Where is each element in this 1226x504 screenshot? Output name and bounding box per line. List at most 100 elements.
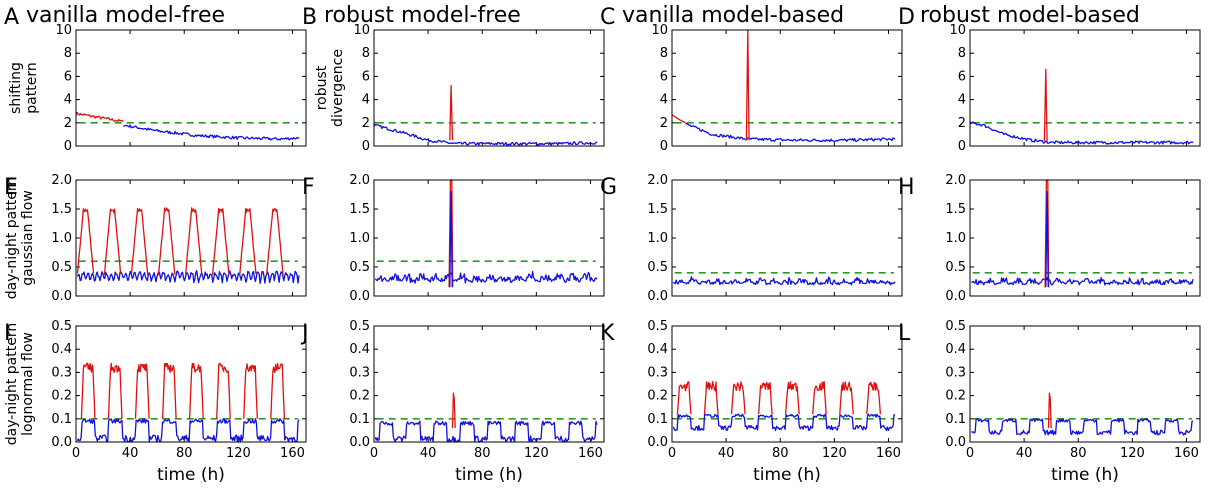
ytick-label: 1.5 (945, 202, 966, 217)
axes-frame (969, 29, 1201, 147)
panel-A: 0 2 4 6 8 10 (55, 23, 307, 154)
anomaly-series (757, 381, 773, 415)
ytick-label: 0.5 (349, 319, 370, 334)
column-title-3: vanilla model-based (622, 3, 844, 28)
xtick-label: 120 (822, 446, 847, 461)
ytick-label: 0.1 (647, 412, 668, 427)
anomaly-series (703, 381, 719, 415)
ytick-label: 0 (958, 139, 966, 154)
ytick-label: 6 (362, 69, 370, 84)
row-label-robust-divergence-line: robust (314, 65, 330, 110)
row-label-robust-divergence-line: divergence (330, 49, 346, 127)
anomaly-series (745, 29, 750, 141)
ytick-label: 10 (353, 23, 370, 38)
panel-I: 0.0 0.1 0.2 0.3 0.4 0.5 0 40 80 120 160 time (h) (51, 319, 307, 485)
xtick-label: 80 (772, 446, 789, 461)
normal-series (76, 418, 300, 443)
row-label-gaussian-line: gaussian flow (20, 190, 36, 286)
ytick-label: 0.5 (647, 319, 668, 334)
normal-series (971, 277, 1194, 286)
ytick-label: 2 (362, 116, 370, 131)
anomaly-series (134, 363, 150, 419)
panel-B: 0 2 4 6 8 10 (353, 23, 605, 154)
row-label-shifting-line: pattern (24, 62, 40, 113)
xtick-label: 80 (1070, 446, 1087, 461)
ytick-label: 1.0 (945, 231, 966, 246)
ytick-label: 0.1 (945, 412, 966, 427)
ytick-label: 4 (958, 93, 966, 108)
ytick-label: 0.4 (945, 342, 966, 357)
normal-series (969, 121, 1194, 145)
anomaly-series (239, 207, 257, 276)
xtick-label: 0 (72, 446, 80, 461)
axes-frame (373, 29, 605, 147)
anomaly-series (676, 381, 692, 415)
xtick-label: 40 (420, 446, 437, 461)
ytick-label: 0.5 (945, 319, 966, 334)
ytick-label: 0.3 (349, 365, 370, 380)
ytick-label: 2 (958, 116, 966, 131)
xtick-label: 0 (966, 446, 974, 461)
ytick-label: 0.5 (945, 260, 966, 275)
axes-frame (671, 29, 903, 147)
ytick-label: 0.5 (51, 260, 72, 275)
ytick-label: 2.0 (349, 173, 370, 188)
ytick-label: 1.5 (647, 202, 668, 217)
normal-series (123, 124, 300, 141)
xtick-label: 120 (524, 446, 549, 461)
ytick-label: 10 (651, 23, 668, 38)
axes-frame (671, 179, 903, 297)
x-axis-label: time (h) (455, 465, 523, 485)
ytick-label: 8 (64, 46, 72, 61)
ytick-label: 10 (55, 23, 72, 38)
ytick-label: 0 (64, 139, 72, 154)
anomaly-series (211, 207, 230, 275)
anomaly-series (784, 381, 800, 415)
panel-letter-C: C (600, 5, 615, 30)
normal-series (1045, 190, 1049, 288)
ytick-label: 10 (949, 23, 966, 38)
panel-H: 0.0 0.5 1.0 1.5 2.0 (945, 173, 1201, 304)
column-title-1: vanilla model-free (26, 3, 225, 28)
axes-frame (969, 325, 1201, 443)
normal-series (672, 276, 896, 286)
ytick-label: 6 (64, 69, 72, 84)
anomaly-series (266, 208, 284, 276)
panel-letter-D: D (898, 5, 915, 30)
ytick-label: 0.2 (51, 389, 72, 404)
panel-L: 0.0 0.1 0.2 0.3 0.4 0.5 0 40 80 120 160 time (h) (945, 319, 1201, 485)
ytick-label: 0.0 (51, 289, 72, 304)
row-label-gaussian: day-night pattern gaussian flow (4, 177, 36, 299)
panel-letter-F: F (302, 175, 315, 200)
axes-frame (671, 325, 903, 443)
xtick-label: 40 (1016, 446, 1033, 461)
anomaly-series (76, 208, 95, 274)
xtick-label: 160 (280, 446, 305, 461)
ytick-label: 0.4 (647, 342, 668, 357)
ytick-label: 0.0 (647, 289, 668, 304)
normal-series (685, 122, 896, 143)
xtick-label: 80 (474, 446, 491, 461)
ytick-label: 0.0 (945, 289, 966, 304)
axes-frame (75, 325, 307, 443)
row-label-shifting-line: shifting (8, 62, 24, 114)
ytick-label: 0.2 (647, 389, 668, 404)
ytick-label: 1.0 (647, 231, 668, 246)
ytick-label: 1.5 (349, 202, 370, 217)
axes-frame (75, 179, 307, 297)
panel-letter-A: A (4, 5, 19, 30)
xtick-label: 80 (176, 446, 193, 461)
panel-letter-E: E (4, 175, 18, 200)
row-label-robust-divergence: robust divergence (314, 49, 346, 127)
panel-letter-I: I (4, 321, 11, 346)
xtick-label: 40 (122, 446, 139, 461)
anomaly-series (1047, 392, 1052, 429)
x-axis-label: time (h) (753, 465, 821, 485)
xtick-label: 0 (668, 446, 676, 461)
anomaly-series (449, 85, 454, 141)
panel-letter-H: H (898, 175, 915, 200)
ytick-label: 1.0 (51, 231, 72, 246)
x-axis-label: time (h) (157, 465, 225, 485)
ytick-label: 4 (64, 93, 72, 108)
ytick-label: 0.5 (647, 260, 668, 275)
